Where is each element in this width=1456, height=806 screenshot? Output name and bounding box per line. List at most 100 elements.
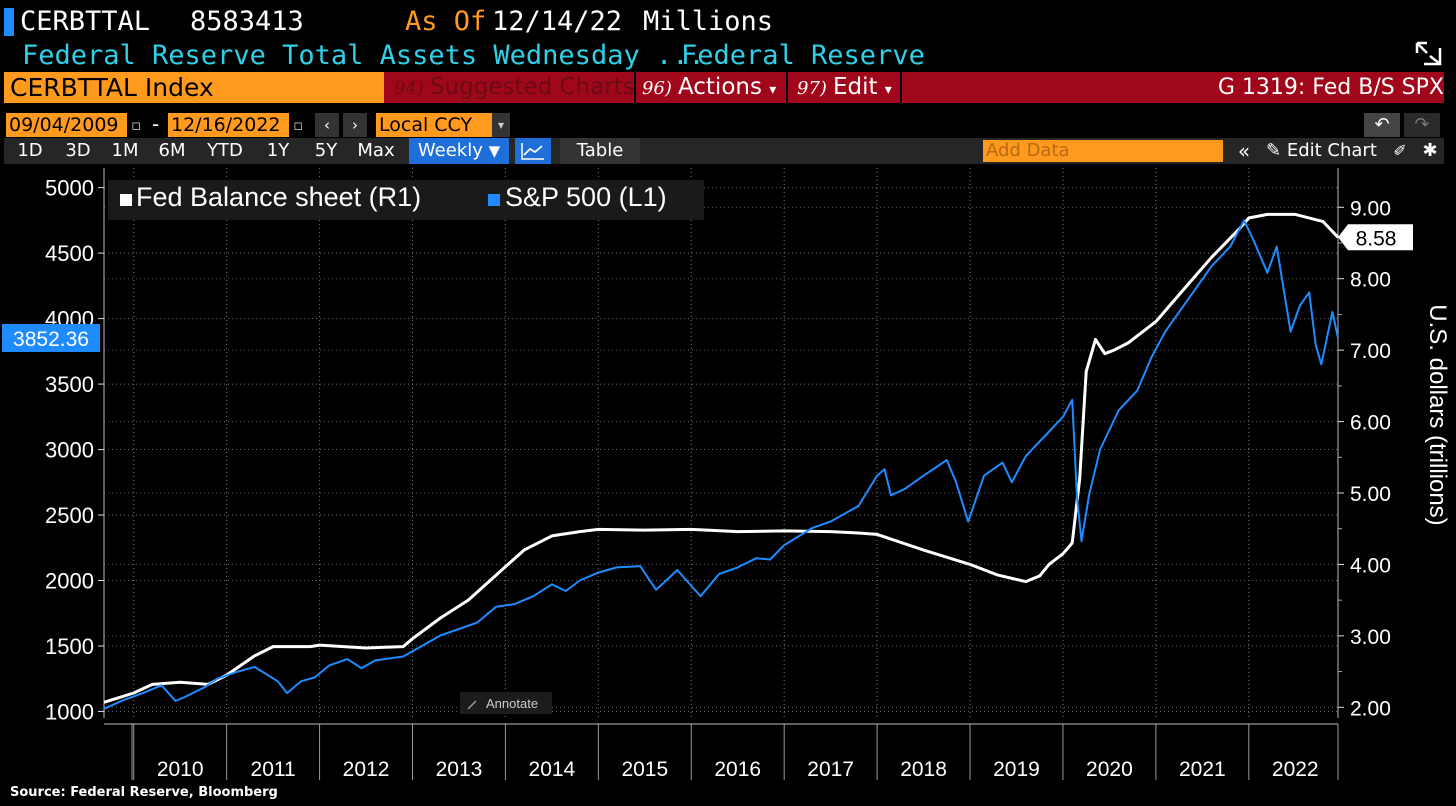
y-tick-label-right: 6.00 [1350,412,1391,435]
as-of-label: As Of [405,6,487,37]
y-tick-label-right: 2.00 [1350,697,1391,720]
fed-balance-sheet-line [103,212,1340,704]
actions-label: Actions [677,74,762,100]
y-tick-label-left: 1000 [45,699,94,724]
last-value-left: 3852.36 [13,328,89,351]
as-of-date: 12/14/22 [492,6,623,37]
legend: Fed Balance sheet (R1) S&P 500 (L1) [108,180,704,220]
calendar-icon[interactable]: ▫ [131,116,142,134]
last-value-tag-left [2,323,100,352]
legend-label-sp500: S&P 500 (L1) [505,182,667,212]
x-tick-label: 2013 [436,758,483,781]
chart-title: G 1319: Fed B/S SPX [1217,75,1444,100]
add-data-input[interactable] [983,140,1223,162]
period-button[interactable]: YTD [207,140,243,161]
x-tick-label: 2012 [343,758,390,781]
suggested-charts-label: Suggested Charts [429,74,635,100]
chevron-left-icon[interactable]: ‹ [315,113,339,137]
menu-separator [786,72,788,103]
legend-background [108,180,704,220]
pencil-icon [467,700,477,710]
edit-label: Edit [832,74,878,100]
x-tick-label: 2011 [251,758,296,781]
y-tick-label-left: 5000 [45,176,94,201]
y-tick-label-left: 2500 [45,503,94,528]
x-tick-label: 2016 [714,758,761,781]
gear-icon[interactable]: ✱ [1422,140,1438,161]
x-tick-label: 2018 [900,758,947,781]
frequency-select[interactable]: Weekly ▼ [409,138,509,164]
sp500-line [103,219,1339,710]
period-button[interactable]: 3D [65,140,91,161]
y-tick-label-left: 2000 [45,569,94,594]
source-name: Federal Reserve [681,40,925,71]
period-button[interactable]: 1M [111,140,139,161]
period-button[interactable]: 1D [17,140,43,161]
actions-number: 96) [642,78,672,99]
source-footer: Source: Federal Reserve, Bloomberg [10,785,278,800]
units-label: Millions [643,6,774,37]
x-tick-label: 2014 [529,758,576,781]
legend-swatch-sp500 [488,194,500,206]
collapse-icon[interactable]: « [1237,139,1251,163]
annotate-button[interactable]: Annotate [460,692,552,714]
suggested-charts-menu[interactable]: 94) Suggested Charts [394,72,635,103]
ticker-symbol: CERBTTAL [20,6,151,37]
x-tick-label: 2020 [1086,758,1133,781]
x-tick-label: 2022 [1272,758,1319,781]
annotate-label: Annotate [486,696,538,711]
y-tick-label-left: 4500 [45,241,94,266]
y-tick-label-right: 8.00 [1350,269,1391,292]
last-value: 8583413 [190,6,304,37]
x-tick-label: 2017 [807,758,854,781]
ticker-marker [4,8,14,36]
edit-number: 97) [797,78,827,99]
chevron-down-icon: ▾ [884,82,892,98]
line-chart-icon[interactable] [515,138,551,164]
actions-menu[interactable]: 96) Actions ▾ [642,72,776,103]
y-tick-label-right: 9.00 [1350,197,1391,220]
security-description: Federal Reserve Total Assets Wednesday .… [22,40,705,71]
edit-chart-button[interactable]: ✎ Edit Chart [1266,138,1377,164]
period-button[interactable]: 5Y [314,140,338,161]
table-button[interactable]: Table [560,138,640,164]
menu-separator [634,72,636,103]
y-tick-label-left: 3500 [45,372,94,397]
menu-separator [900,72,902,103]
redo-icon[interactable]: ↷ [1404,113,1440,137]
chevron-down-icon: ▼ [488,142,501,160]
date-separator: - [152,112,160,136]
annotate-background [460,692,552,714]
period-button[interactable]: 6M [158,140,186,161]
y-tick-label-left: 3000 [45,438,94,463]
currency-select[interactable]: Local CCY [376,113,492,137]
suggested-charts-number: 94) [394,78,424,99]
x-tick-label: 2019 [993,758,1040,781]
period-button[interactable]: 1Y [266,140,290,161]
y-tick-label-left: 1500 [45,634,94,659]
calendar-icon[interactable]: ▫ [293,116,304,134]
draw-tool-icon[interactable]: ✐ [1393,141,1407,160]
end-date-input[interactable]: 12/16/2022 [168,113,289,137]
y-tick-label-right: 5.00 [1350,483,1391,506]
legend-label-fed: Fed Balance sheet (R1) [136,182,421,212]
frequency-label: Weekly [417,140,483,161]
x-tick-label: 2021 [1179,758,1226,781]
undo-icon[interactable]: ↶ [1364,113,1400,137]
right-axis-label: U.S. dollars (trillions) [1424,304,1451,525]
security-index-field[interactable]: CERBTTAL Index [4,72,384,103]
period-button[interactable]: Max [357,140,395,161]
x-tick-label: 2010 [157,758,204,781]
last-value-right: 8.58 [1356,227,1397,250]
chevron-down-icon: ▾ [769,82,777,98]
chevron-down-icon[interactable]: ▾ [492,113,510,137]
edit-chart-label: Edit Chart [1286,140,1377,161]
chart-area: 1000150020002500300035004000450050002.00… [2,168,1451,781]
expand-icon[interactable] [1414,40,1444,68]
pencil-icon: ✎ [1266,140,1282,161]
start-date-input[interactable]: 09/04/2009 [6,113,127,137]
edit-menu[interactable]: 97) Edit ▾ [797,72,892,103]
y-tick-label-right: 4.00 [1350,554,1391,577]
y-tick-label-right: 3.00 [1350,626,1391,649]
chevron-right-icon[interactable]: › [343,113,367,137]
